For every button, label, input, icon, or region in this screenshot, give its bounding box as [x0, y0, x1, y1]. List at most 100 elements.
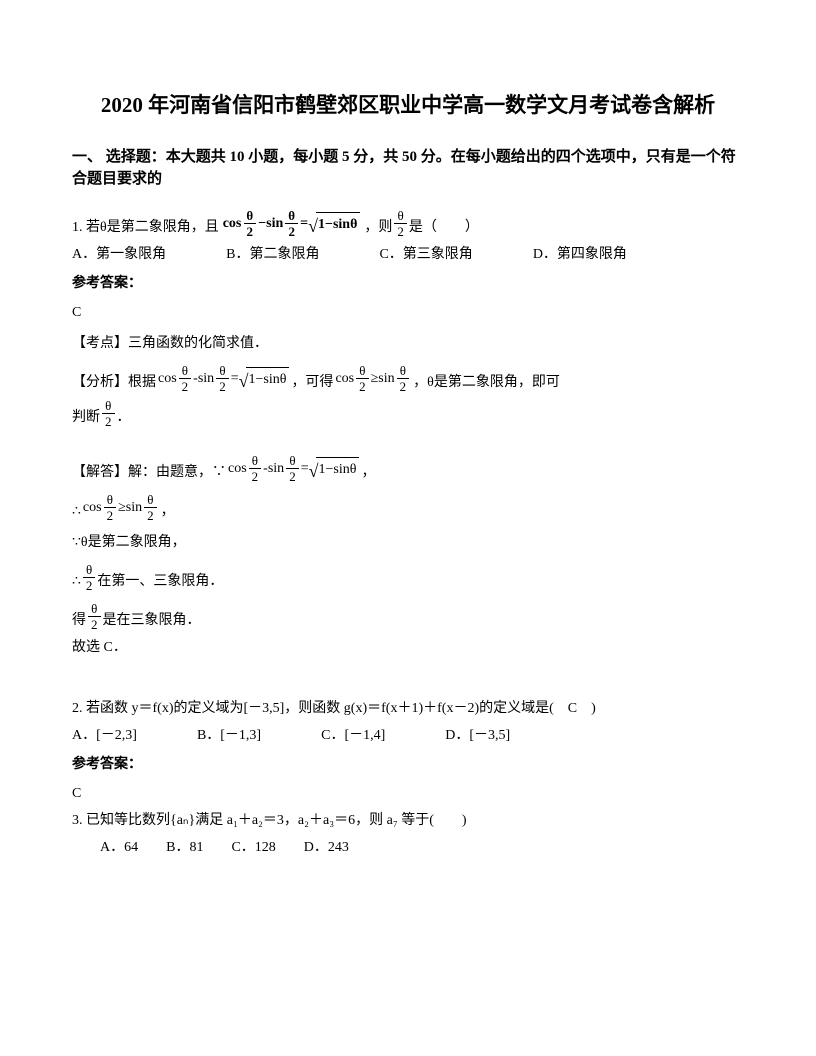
q1-fenxi-formula2: cos θ 2 ≥ sin θ 2 [335, 364, 411, 393]
eq: = [301, 458, 309, 479]
q1-stem: 1. 若θ是第二象限角，且 cos θ 2 − sin θ 2 = √ 1−si… [72, 209, 744, 238]
minus: − [258, 213, 266, 234]
q2-optA: A．[－2,3] [72, 725, 137, 746]
sin: sin [198, 368, 214, 389]
q1-fenxi-end: 判断 θ 2 ． [72, 399, 744, 428]
num: θ [216, 364, 228, 378]
q1-optB: B．第二象限角 [226, 244, 319, 265]
den: 2 [249, 468, 262, 483]
frac: θ 2 [88, 602, 101, 631]
num: θ [243, 209, 256, 223]
frac: θ 2 [356, 364, 369, 393]
den: 2 [102, 413, 115, 428]
q1-optD: D．第四象限角 [533, 244, 627, 265]
frac: θ 2 [144, 493, 157, 522]
frac: θ 2 [286, 454, 299, 483]
q2-answer: C [72, 783, 744, 804]
q1-kaodian: 【考点】三角函数的化简求值． [72, 333, 744, 354]
num: θ [395, 209, 407, 223]
q3-options: A．64 B．81 C．128 D．243 [72, 837, 744, 858]
frac: θ 2 [216, 364, 229, 393]
sqrt-body: 1−sinθ [316, 457, 359, 480]
cos: cos [223, 213, 242, 234]
q1-answer-label: 参考答案： [72, 273, 744, 294]
den: 2 [104, 507, 117, 522]
q1-fenxi-mid: ，可得 [291, 372, 333, 393]
den: 2 [285, 223, 298, 238]
txt: 在第一、三象限角． [97, 571, 223, 592]
cos: cos [335, 368, 354, 389]
q3-stem: 3. 已知等比数列{aₙ}满足 a₁＋a₂＝3，a₂＋a₃＝6，则 a₇ 等于(… [72, 810, 744, 831]
sin: sin [268, 458, 284, 479]
q2-options: A．[－2,3] B．[－1,3] C．[－1,4] D．[－3,5] [72, 725, 744, 746]
q2-optB: B．[－1,3] [197, 725, 261, 746]
cos: cos [83, 497, 102, 518]
den: 2 [356, 378, 369, 393]
page-title: 2020 年河南省信阳市鹤壁郊区职业中学高一数学文月考试卷含解析 [72, 90, 744, 122]
den: 2 [179, 378, 192, 393]
q2-optD: D．[－3,5] [445, 725, 510, 746]
txt: 是在三象限角． [103, 610, 201, 631]
txt: ∴ [72, 571, 81, 592]
den: 2 [216, 378, 229, 393]
q1-therefore-formula: cos θ 2 ≥ sin θ 2 [83, 493, 159, 522]
q2-stem: 2. 若函数 y＝f(x)的定义域为[－3,5]，则函数 g(x)＝f(x＋1)… [72, 698, 744, 719]
comma: ， [361, 462, 375, 483]
q1-optA: A．第一象限角 [72, 244, 166, 265]
q1-stem-post: 是（ ） [409, 217, 479, 238]
q1-stem-mid: ，则 [364, 217, 392, 238]
comma: ， [161, 501, 175, 522]
txt: ． [117, 407, 131, 428]
q1-options: A．第一象限角 B．第二象限角 C．第三象限角 D．第四象限角 [72, 244, 744, 265]
frac: θ 2 [104, 493, 117, 522]
sin: sin [266, 213, 283, 234]
num: θ [249, 454, 261, 468]
ge: ≥ [118, 497, 126, 518]
frac-theta-2: θ 2 [243, 209, 256, 238]
sqrt-body: 1−sinθ [246, 367, 289, 390]
q1-de: 得 θ 2 是在三象限角． [72, 602, 744, 631]
frac: θ 2 [249, 454, 262, 483]
num: θ [285, 209, 298, 223]
frac-theta-2-b: θ 2 [285, 209, 298, 238]
q1-fenxi-formula1: cos θ 2 - sin θ 2 = √ 1−sinθ [158, 364, 289, 393]
exam-page: 2020 年河南省信阳市鹤壁郊区职业中学高一数学文月考试卷含解析 一、 选择题：… [0, 0, 816, 904]
frac: θ 2 [179, 364, 192, 393]
eq: = [231, 368, 239, 389]
sin: sin [126, 497, 142, 518]
frac: θ 2 [102, 399, 115, 428]
ge: ≥ [371, 368, 379, 389]
den: 2 [244, 223, 257, 238]
q1-stem-pre: 1. 若θ是第二象限角，且 [72, 217, 219, 238]
q1-jieda-formula: cos θ 2 - sin θ 2 = √ 1−sinθ [228, 454, 359, 483]
q2-optC: C．[－1,4] [321, 725, 385, 746]
num: θ [356, 364, 368, 378]
q1-guxuan: 故选 C． [72, 637, 744, 658]
q2-answer-label: 参考答案： [72, 754, 744, 775]
num: θ [104, 493, 116, 507]
den: 2 [394, 223, 407, 238]
num: θ [88, 602, 100, 616]
num: θ [179, 364, 191, 378]
q1-fenxi-pre: 【分析】根据 [72, 372, 156, 393]
sin: sin [378, 368, 394, 389]
q1-fenxi-post: ，θ是第二象限角，即可 [413, 372, 560, 393]
txt: 判断 [72, 407, 100, 428]
q1-optC: C．第三象限角 [379, 244, 472, 265]
q1-line2: ∵θ是第二象限角， [72, 532, 744, 553]
num: θ [286, 454, 298, 468]
den: 2 [83, 577, 96, 592]
q1-jieda: 【解答】解：由题意，∵ cos θ 2 - sin θ 2 = √ 1−sinθ… [72, 454, 744, 483]
frac-theta-2-c: θ 2 [394, 209, 407, 238]
den: 2 [286, 468, 299, 483]
num: θ [102, 399, 114, 413]
cos: cos [228, 458, 247, 479]
frac: θ 2 [397, 364, 410, 393]
num: θ [83, 563, 95, 577]
den: 2 [88, 616, 101, 631]
num: θ [144, 493, 156, 507]
txt: ∴ [72, 501, 81, 522]
sqrt: √ 1−sinθ [308, 212, 360, 235]
section-instructions: 一、 选择题：本大题共 10 小题，每小题 5 分，共 50 分。在每小题给出的… [72, 146, 744, 191]
frac: θ 2 [83, 563, 96, 592]
